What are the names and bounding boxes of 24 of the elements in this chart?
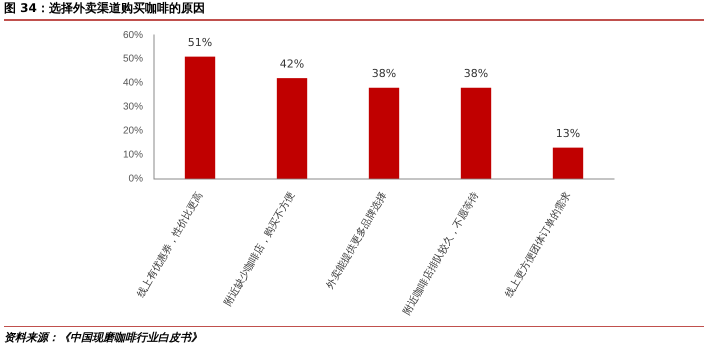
- x-tick-label: 附近缺少咖啡店，购买不方便: [222, 190, 297, 308]
- bar: [276, 78, 308, 179]
- data-label: 13%: [556, 126, 580, 140]
- x-tick-label: 线上更方便团体订单的需求: [502, 190, 573, 300]
- text: 资料来源：《中国现磨咖啡行业白皮书》: [4, 326, 704, 345]
- y-tick-label: 0%: [128, 174, 144, 185]
- data-label: 51%: [188, 36, 212, 49]
- data-label: 38%: [372, 67, 396, 80]
- x-tick-label: 附近咖啡店排队较久，不愿等待: [400, 190, 481, 317]
- y-tick-label: 30%: [123, 102, 144, 113]
- data-label: 42%: [280, 57, 304, 70]
- data-label: 38%: [464, 67, 488, 80]
- bar: [460, 88, 492, 179]
- y-tick-label: 40%: [123, 78, 144, 89]
- chart-title: 图 34：选择外卖渠道购买咖啡的原因: [4, 0, 704, 21]
- x-tick-label: 外卖能提供更多品牌选择: [324, 190, 389, 291]
- y-tick-label: 60%: [123, 30, 144, 41]
- bar: [368, 88, 400, 179]
- bar: [552, 148, 584, 179]
- y-tick-label: 50%: [123, 54, 144, 65]
- x-tick-label: 线上有优惠券，性价比更高: [134, 190, 205, 300]
- y-tick-label: 20%: [123, 126, 144, 137]
- bar: [184, 56, 216, 179]
- y-tick-label: 10%: [123, 150, 144, 161]
